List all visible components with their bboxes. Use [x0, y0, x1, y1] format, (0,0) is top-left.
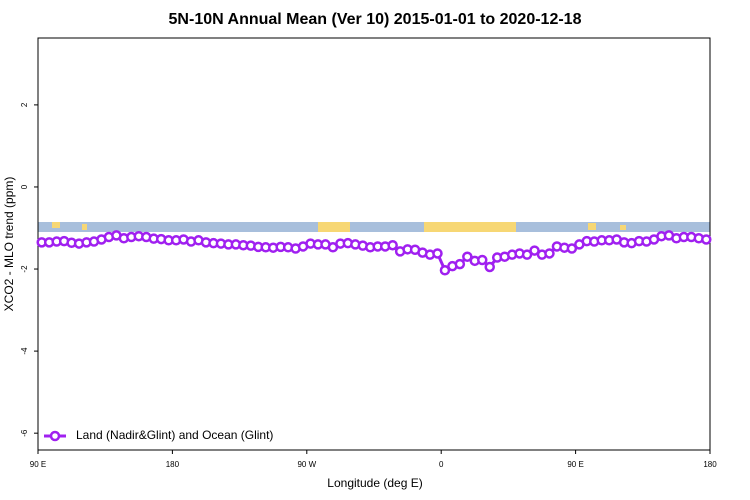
- map-strip: [38, 222, 710, 232]
- land-patch: [424, 222, 516, 232]
- point: [484, 261, 495, 273]
- x-tick-label: 180: [703, 460, 717, 469]
- point: [521, 249, 533, 260]
- point: [432, 248, 443, 259]
- legend-label: Land (Nadir&Glint) and Ocean (Glint): [76, 428, 273, 442]
- y-tick-label: -2: [20, 265, 29, 273]
- x-tick-label: 90 E: [30, 460, 46, 469]
- x-tick-label: 180: [166, 460, 180, 469]
- point: [529, 245, 540, 256]
- y-tick-label: 2: [20, 102, 29, 107]
- land-patch: [82, 224, 87, 230]
- y-tick-label: -6: [20, 429, 29, 437]
- ocean-band: [38, 222, 710, 232]
- point: [701, 234, 712, 245]
- land-patch: [588, 223, 596, 230]
- point: [439, 265, 451, 276]
- y-tick-label: 0: [20, 184, 29, 189]
- point: [477, 254, 488, 266]
- point: [544, 248, 555, 259]
- point: [462, 251, 473, 262]
- land-patch: [318, 222, 350, 232]
- chart-title: 5N-10N Annual Mean (Ver 10) 2015-01-01 t…: [169, 11, 582, 28]
- point: [454, 258, 466, 270]
- x-axis-label: Longitude (deg E): [327, 476, 422, 490]
- y-axis-label: XCO2 - MLO trend (ppm): [2, 177, 16, 312]
- x-tick-label: 0: [439, 460, 444, 469]
- y-tick-label: -4: [20, 347, 29, 355]
- point: [566, 243, 578, 254]
- land-patch: [620, 225, 626, 230]
- point: [387, 239, 398, 251]
- x-tick-label: 90 E: [567, 460, 583, 469]
- land-patch: [52, 222, 60, 228]
- x-tick-label: 90 W: [297, 460, 316, 469]
- legend-marker: [49, 430, 61, 442]
